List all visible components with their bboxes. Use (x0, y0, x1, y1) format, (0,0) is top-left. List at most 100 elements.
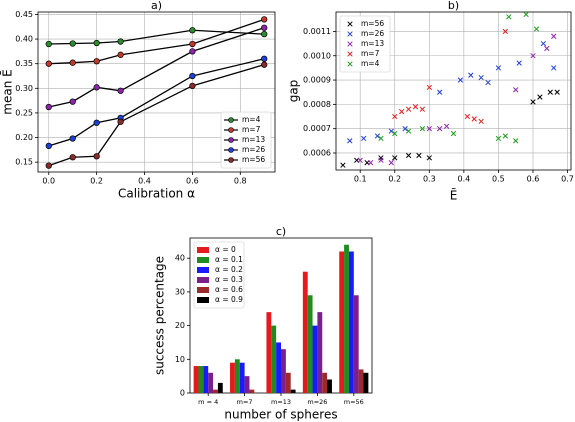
point (378, 155, 384, 161)
bar (193, 366, 199, 393)
legend-label: m=56 (361, 19, 384, 28)
legend-swatch (197, 267, 209, 273)
legend-label: α = 0.2 (215, 265, 243, 274)
bar (203, 366, 209, 393)
legend-label: m=26 (242, 145, 265, 154)
bar (344, 244, 349, 393)
legend-label: m=4 (242, 115, 261, 124)
point (485, 79, 491, 86)
legend-swatch (197, 277, 209, 283)
point (530, 99, 536, 105)
point (261, 55, 268, 62)
x-tick-label: m=56 (344, 398, 364, 406)
legend-label: α = 0.9 (215, 295, 243, 304)
x-tick-label: m=13 (271, 398, 291, 406)
bar (312, 325, 318, 393)
point (117, 118, 124, 125)
y-axis-label: success percentage (153, 256, 167, 375)
point (117, 51, 124, 58)
y-tick-label: 0 (180, 389, 185, 398)
point (357, 157, 363, 163)
y-tick-label: 0.0010 (303, 51, 331, 60)
point (437, 89, 443, 95)
legend-marker (228, 117, 234, 123)
x-tick-label: 0.7 (561, 175, 574, 184)
point (540, 40, 547, 47)
point (93, 39, 100, 47)
point (405, 128, 412, 134)
legend-label: α = 0.6 (215, 285, 243, 294)
point (69, 135, 76, 142)
y-axis-label: mean Ē (1, 69, 15, 114)
x-tick-label: 0.6 (527, 175, 540, 184)
point (69, 98, 76, 105)
y-tick-label: 10 (175, 355, 185, 364)
line (48, 64, 265, 167)
point (426, 84, 432, 91)
point (513, 87, 519, 93)
point (93, 153, 100, 160)
legend-marker (347, 61, 353, 67)
legend-swatch (197, 247, 209, 253)
legend-label: α = 0.1 (215, 255, 243, 264)
x-axis-label: Ẽ (450, 188, 458, 203)
point (495, 135, 502, 142)
point (69, 59, 76, 66)
point (478, 118, 484, 125)
point (551, 33, 557, 39)
y-tick-label: 0.35 (15, 59, 33, 68)
legend-label: m=13 (242, 135, 265, 144)
point (426, 155, 432, 161)
point (93, 58, 100, 65)
point (392, 130, 398, 137)
point (189, 72, 196, 80)
point (378, 157, 384, 163)
point (506, 14, 512, 20)
point (502, 28, 508, 35)
point (388, 160, 394, 166)
point (189, 82, 196, 89)
point (261, 31, 268, 38)
legend-marker (347, 21, 353, 27)
point (117, 87, 124, 94)
x-tick-label: m=7 (237, 398, 253, 406)
point (69, 154, 76, 161)
bar (353, 295, 359, 393)
point (261, 61, 268, 68)
x-tick-label: 0.6 (186, 177, 199, 186)
y-tick-label: 0.30 (15, 84, 33, 93)
y-tick-label: 20 (175, 321, 185, 330)
legend-box (220, 111, 272, 169)
point (530, 53, 536, 59)
point (45, 142, 52, 150)
bar (276, 342, 281, 393)
point (419, 126, 426, 132)
point (374, 133, 381, 139)
y-tick-label: 0.45 (15, 10, 33, 19)
point (437, 126, 443, 132)
y-tick-label: 0.0009 (303, 76, 331, 85)
bar (302, 271, 308, 393)
x-tick-label: 0.2 (90, 177, 103, 186)
point (402, 126, 408, 132)
point (189, 40, 196, 48)
bar (198, 366, 204, 393)
legend-marker (228, 157, 234, 163)
point (471, 116, 477, 122)
legend-marker (347, 51, 353, 57)
point (378, 135, 384, 142)
x-tick-label: 0.0 (42, 177, 55, 186)
legend-swatch (197, 257, 209, 263)
line (48, 29, 265, 45)
point (261, 16, 268, 23)
point (189, 48, 196, 55)
y-axis-label: gap (287, 80, 301, 103)
plot-frame (37, 11, 276, 173)
point (45, 162, 52, 169)
point (405, 106, 412, 112)
point (544, 45, 550, 52)
legend-label: m=26 (361, 29, 384, 38)
point (547, 89, 553, 95)
bar (317, 312, 323, 393)
legend-label: α = 0.3 (215, 275, 243, 284)
